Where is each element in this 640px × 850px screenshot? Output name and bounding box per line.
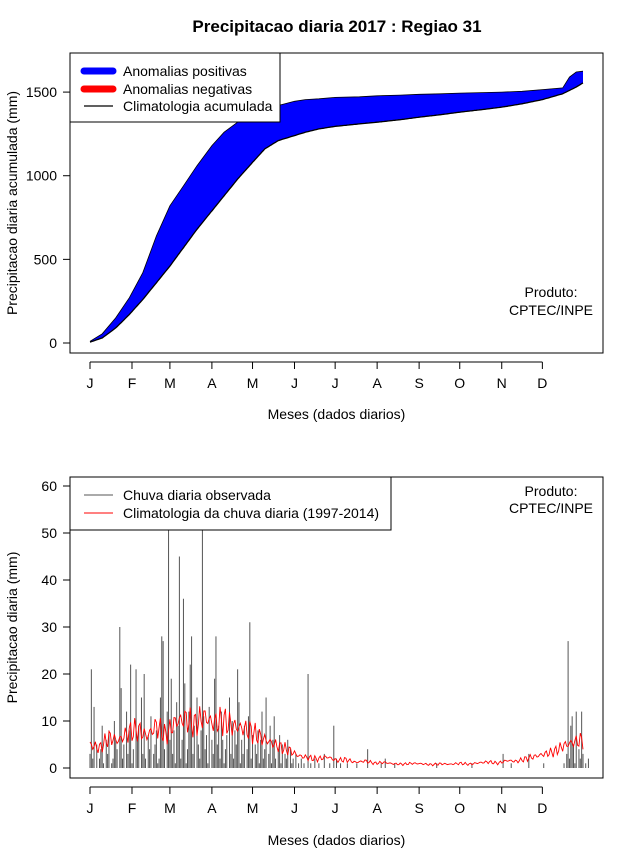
y-axis: 0 500 1000 1500 (26, 84, 71, 351)
series-lines (89, 70, 584, 343)
x-tick-label: A (207, 375, 217, 391)
x-tick-label: O (454, 800, 465, 816)
x-tick-label: N (497, 375, 507, 391)
climatology-line-group (89, 706, 584, 767)
y-axis-label: Precipitacao diaria acumulada (mm) (4, 91, 20, 315)
legend: Anomalias positivas Anomalias negativasCl… (69, 52, 281, 123)
x-tick-label: O (454, 375, 465, 391)
x-tick-label: M (164, 375, 176, 391)
climatology-daily-line (89, 706, 584, 767)
x-tick-label: F (128, 375, 137, 391)
y-tick-label: 40 (41, 572, 57, 588)
y-tick-label: 1500 (26, 84, 57, 100)
credit-line: Produto: (525, 284, 578, 300)
x-axis-label: Meses (dados diarios) (268, 406, 406, 422)
y-tick-label: 50 (41, 525, 57, 541)
anomaly-areas (90, 71, 583, 343)
x-tick-label: M (247, 375, 259, 391)
x-tick-label: A (372, 375, 382, 391)
y-tick-label: 1000 (26, 168, 57, 184)
credit: Produto: CPTEC/INPE (509, 284, 593, 318)
observed-cumulative-line (89, 70, 584, 342)
x-tick-label: M (247, 800, 259, 816)
x-tick-label: M (164, 800, 176, 816)
x-tick-label: S (414, 800, 423, 816)
x-tick-label: J (291, 800, 298, 816)
x-tick-label: A (372, 800, 382, 816)
legend-label: Chuva diaria observada (123, 487, 271, 503)
x-tick-label: D (537, 375, 547, 391)
positive-anomaly-area (90, 71, 583, 343)
daily-bars (89, 528, 589, 768)
credit: Produto:CPTEC/INPE (509, 483, 593, 516)
legend: Chuva diaria observada Climatologia da ch… (69, 476, 392, 531)
x-tick-label: S (414, 375, 423, 391)
credit-line: CPTEC/INPE (509, 500, 593, 516)
y-axis: 0 10 20 30 40 50 60 (41, 478, 71, 776)
y-tick-label: 60 (41, 478, 57, 494)
x-tick-label: N (497, 800, 507, 816)
x-tick-label: J (332, 800, 339, 816)
legend-label: Climatologia da chuva diaria (1997-2014) (123, 505, 379, 521)
y-tick-label: 30 (41, 619, 57, 635)
y-tick-label: 0 (49, 335, 57, 351)
y-axis-label: Precipitacao diaria (mm) (4, 552, 20, 704)
chart-title: Precipitacao diaria 2017 : Regiao 31 (192, 17, 481, 36)
credit-line: Produto: (525, 483, 578, 499)
x-tick-label: A (207, 800, 217, 816)
x-tick-label: J (291, 375, 298, 391)
legend-label: Anomalias positivas (123, 63, 247, 79)
x-tick-label: J (87, 800, 94, 816)
daily-chart: 0 10 20 30 40 50 60 J F M A M J J A S O N D Precipitacao … (4, 476, 604, 848)
climatology-cumulative-line (89, 82, 584, 343)
legend-label: Climatologia acumulada (123, 98, 273, 114)
legend-label: Anomalias negativas (123, 81, 252, 97)
y-tick-label: 20 (41, 666, 57, 682)
cumulative-chart: Precipitacao diaria 2017 : Regiao 31 0 50… (4, 17, 604, 422)
x-axis-label: Meses (dados diarios) (268, 832, 406, 848)
x-tick-label: J (332, 375, 339, 391)
y-tick-label: 0 (49, 760, 57, 776)
x-tick-label: D (537, 800, 547, 816)
y-tick-label: 10 (41, 713, 57, 729)
y-tick-label: 500 (34, 251, 58, 267)
x-tick-label: J (87, 375, 94, 391)
legend-box (69, 476, 392, 531)
x-tick-label: F (128, 800, 137, 816)
credit-line: CPTEC/INPE (509, 302, 593, 318)
